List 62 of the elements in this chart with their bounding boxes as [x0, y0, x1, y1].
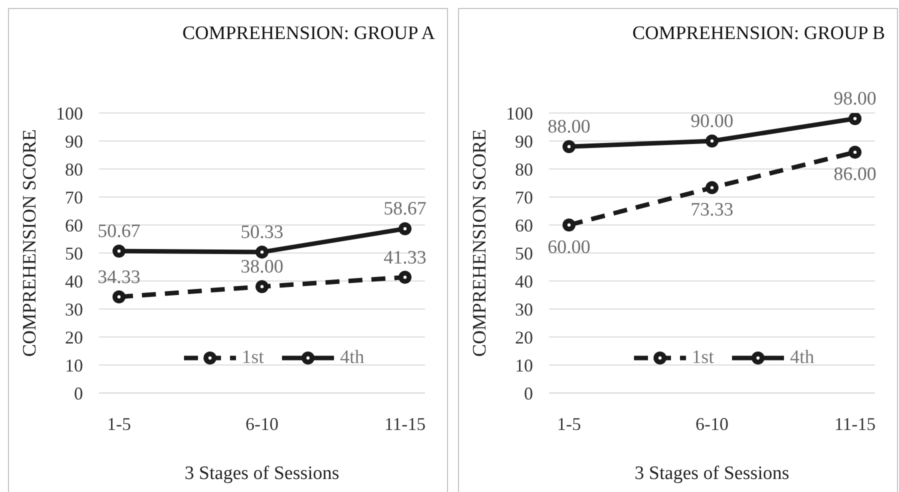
legend-label: 4th: [790, 347, 814, 369]
y-tick-label: 40: [515, 271, 533, 292]
data-label: 86.00: [834, 164, 876, 186]
chart-title: COMPREHENSION: GROUP B: [632, 23, 885, 45]
x-tick-label: 6-10: [696, 414, 728, 434]
point: [848, 146, 862, 159]
point: [706, 134, 718, 148]
y-axis-title: COMPREHENSION SCORE: [20, 129, 41, 357]
data-label: 60.00: [548, 237, 590, 258]
point: [398, 222, 412, 236]
point: [256, 280, 268, 294]
y-tick-label: 80: [65, 159, 83, 180]
y-tick-label: 60: [65, 215, 83, 236]
data-label: 90.00: [690, 111, 734, 132]
y-tick-label: 50: [515, 243, 533, 264]
x-tick-label: 6-10: [246, 414, 278, 434]
y-tick-label: 60: [515, 215, 533, 236]
data-label: 98.00: [834, 88, 876, 110]
data-label: 38.00: [240, 256, 284, 278]
legend-label: 1st: [242, 347, 264, 369]
data-label: 73.33: [690, 200, 734, 221]
data-label: 58.67: [384, 198, 426, 220]
data-label: 88.00: [548, 116, 590, 138]
y-tick-label: 50: [65, 243, 83, 264]
y-tick-label: 30: [65, 299, 83, 320]
x-tick-label: 11-15: [384, 414, 426, 434]
y-tick-label: 90: [515, 131, 533, 152]
point: [848, 113, 862, 126]
y-tick-label: 100: [506, 103, 533, 124]
x-axis-title: 3 Stages of Sessions: [634, 463, 790, 484]
y-tick-label: 70: [515, 187, 533, 208]
y-tick-label: 30: [515, 299, 533, 320]
point: [562, 140, 576, 154]
x-tick-label: 1-5: [107, 414, 131, 434]
x-tick-label: 11-15: [834, 414, 876, 434]
point: [112, 290, 126, 304]
chart-title: COMPREHENSION: GROUP A: [182, 23, 435, 45]
data-label: 41.33: [384, 247, 426, 268]
y-tick-label: 10: [65, 355, 83, 376]
y-tick-label: 90: [65, 131, 83, 152]
data-label: 50.67: [98, 221, 140, 242]
y-tick-label: 80: [515, 159, 533, 180]
legend-label: 1st: [692, 347, 714, 369]
y-tick-label: 20: [515, 327, 533, 348]
y-tick-label: 10: [515, 355, 533, 376]
y-tick-label: 0: [524, 383, 533, 404]
y-tick-label: 0: [74, 383, 83, 404]
legend-label: 4th: [340, 347, 364, 369]
point: [256, 246, 268, 259]
data-label: 50.33: [240, 222, 284, 244]
point: [706, 181, 718, 194]
y-tick-label: 100: [56, 103, 83, 124]
point: [112, 244, 126, 258]
y-tick-label: 20: [65, 327, 83, 348]
x-axis-title: 3 Stages of Sessions: [184, 463, 340, 484]
x-tick-label: 1-5: [557, 414, 581, 434]
data-label: 34.33: [98, 266, 140, 288]
y-axis-title: COMPREHENSION SCORE: [470, 129, 491, 357]
point: [398, 270, 412, 284]
y-tick-label: 70: [65, 187, 83, 208]
point: [562, 218, 576, 232]
y-tick-label: 40: [65, 271, 83, 292]
